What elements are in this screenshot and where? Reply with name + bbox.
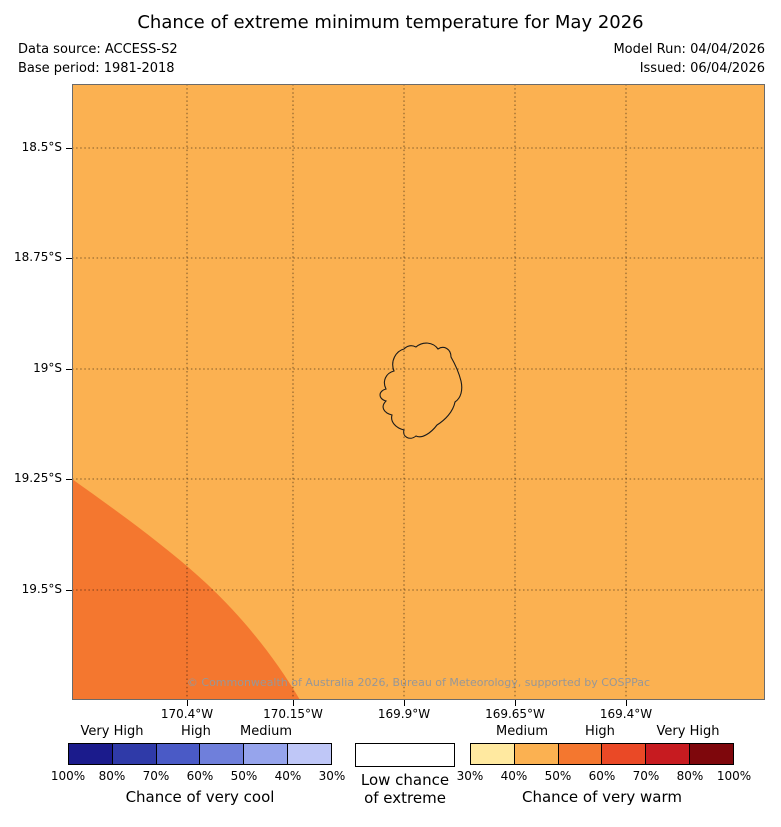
- x-tick-mark: [293, 700, 294, 706]
- warm-colorbar: [470, 743, 734, 765]
- header-right: Model Run: 04/04/2026 Issued: 06/04/2026: [613, 40, 765, 78]
- cool-category-label: Medium: [240, 724, 292, 739]
- low-chance-box: [355, 743, 455, 767]
- x-tick-mark: [187, 700, 188, 706]
- map-canvas: [72, 84, 765, 700]
- cool-colorbar-segment: [244, 744, 289, 764]
- warm-level-label: 40%: [500, 769, 528, 783]
- x-tick-mark: [515, 700, 516, 706]
- cool-level-label: 30%: [318, 769, 346, 783]
- y-tick-mark: [66, 369, 72, 370]
- base-period-text: Base period: 1981-2018: [18, 61, 175, 76]
- x-tick-label: 170.4°W: [160, 707, 214, 721]
- cool-level-label: 50%: [230, 769, 258, 783]
- copyright-text: © Commonwealth of Australia 2026, Bureau…: [186, 676, 651, 689]
- warm-level-label: 80%: [676, 769, 704, 783]
- cool-colorbar-segment: [156, 744, 201, 764]
- cool-colorbar-segment: [200, 744, 245, 764]
- cool-category-label: High: [181, 724, 211, 739]
- page-title: Chance of extreme minimum temperature fo…: [137, 12, 644, 33]
- x-tick-mark: [626, 700, 627, 706]
- warm-colorbar-segment: [558, 744, 603, 764]
- cool-category-label: Very High: [80, 724, 144, 739]
- map-plot-area: © Commonwealth of Australia 2026, Bureau…: [72, 84, 765, 700]
- cool-level-label: 70%: [142, 769, 170, 783]
- y-tick-mark: [66, 258, 72, 259]
- warm-category-label: High: [585, 724, 615, 739]
- data-source-text: Data source: ACCESS-S2: [18, 42, 178, 57]
- low-chance-label-line1: Low chance: [360, 771, 450, 789]
- warm-level-label: 100%: [716, 769, 752, 783]
- cool-legend-caption: Chance of very cool: [125, 788, 275, 806]
- warm-contour-region: [72, 479, 300, 700]
- y-tick-label: 18.75°S: [14, 250, 62, 264]
- issued-text: Issued: 06/04/2026: [639, 61, 765, 76]
- warm-colorbar-segment: [471, 744, 515, 764]
- x-tick-label: 169.65°W: [485, 707, 545, 721]
- island-outline: [379, 342, 463, 439]
- warm-level-label: 60%: [588, 769, 616, 783]
- warm-level-label: 50%: [544, 769, 572, 783]
- x-tick-label: 169.9°W: [377, 707, 431, 721]
- warm-level-label: 30%: [456, 769, 484, 783]
- y-tick-label: 19.5°S: [21, 582, 62, 596]
- x-tick-label: 170.15°W: [263, 707, 323, 721]
- header-left: Data source: ACCESS-S2 Base period: 1981…: [18, 40, 178, 78]
- x-tick-mark: [404, 700, 405, 706]
- warm-colorbar-segment: [690, 744, 733, 764]
- cool-colorbar: [68, 743, 332, 765]
- cool-colorbar-segment: [112, 744, 157, 764]
- cool-level-label: 60%: [186, 769, 214, 783]
- y-tick-mark: [66, 479, 72, 480]
- warm-colorbar-segment: [514, 744, 559, 764]
- cool-colorbar-segment: [288, 744, 331, 764]
- map-frame: [72, 84, 765, 700]
- cool-level-label: 40%: [274, 769, 302, 783]
- warm-legend-caption: Chance of very warm: [521, 788, 683, 806]
- y-tick-label: 19.25°S: [14, 471, 62, 485]
- warm-colorbar-segment: [602, 744, 647, 764]
- y-tick-label: 19°S: [33, 361, 62, 375]
- cool-level-label: 80%: [98, 769, 126, 783]
- warm-category-label: Medium: [496, 724, 548, 739]
- y-tick-mark: [66, 148, 72, 149]
- gridlines: [72, 84, 765, 700]
- cool-colorbar-segment: [69, 744, 113, 764]
- cool-level-label: 100%: [50, 769, 86, 783]
- low-chance-label-line2: of extreme: [364, 789, 446, 807]
- warm-colorbar-segment: [646, 744, 691, 764]
- y-tick-label: 18.5°S: [21, 140, 62, 154]
- x-tick-label: 169.4°W: [599, 707, 653, 721]
- model-run-text: Model Run: 04/04/2026: [613, 42, 765, 57]
- y-tick-mark: [66, 590, 72, 591]
- warm-level-label: 70%: [632, 769, 660, 783]
- warm-category-label: Very High: [656, 724, 720, 739]
